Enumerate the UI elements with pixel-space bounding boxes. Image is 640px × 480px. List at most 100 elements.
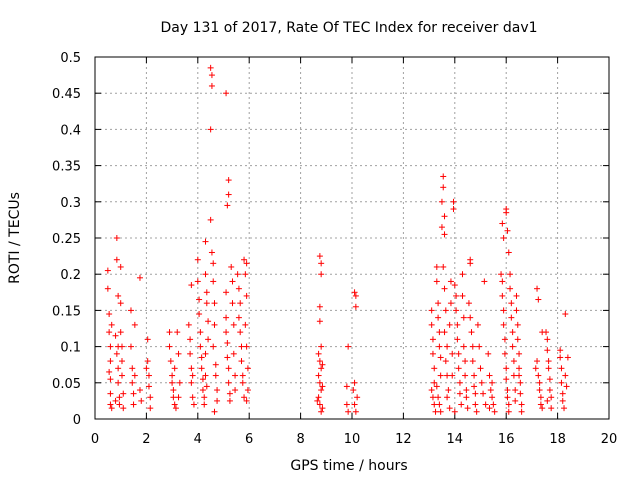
data-point	[243, 260, 250, 267]
data-point	[197, 329, 204, 336]
data-point	[490, 401, 497, 408]
y-tick-label: 0.3	[60, 196, 81, 211]
data-point	[351, 379, 358, 386]
data-point	[352, 303, 359, 310]
data-point	[446, 405, 453, 412]
data-point	[210, 278, 217, 285]
data-point	[343, 401, 350, 408]
data-point	[518, 401, 525, 408]
data-point	[437, 372, 444, 379]
data-point	[514, 321, 521, 328]
y-tick-label: 0.1	[60, 341, 81, 356]
data-point	[147, 394, 154, 401]
data-point	[536, 379, 543, 386]
data-point	[185, 321, 192, 328]
data-point	[224, 354, 231, 361]
data-point	[196, 311, 203, 318]
data-point	[223, 90, 230, 97]
data-point	[436, 329, 443, 336]
data-point	[144, 358, 151, 365]
data-point	[188, 365, 195, 372]
data-point	[129, 365, 136, 372]
data-point	[211, 408, 218, 415]
data-point	[315, 372, 322, 379]
data-point	[429, 336, 436, 343]
data-point	[435, 314, 442, 321]
data-point	[432, 408, 439, 415]
data-point	[431, 365, 438, 372]
data-point	[202, 238, 209, 245]
data-point	[513, 307, 520, 314]
data-point	[188, 282, 195, 289]
data-point	[212, 361, 219, 368]
data-point	[345, 343, 352, 350]
data-point	[428, 307, 435, 314]
data-point	[169, 379, 176, 386]
data-point	[194, 278, 201, 285]
data-point	[441, 213, 448, 220]
data-point	[440, 184, 447, 191]
data-point	[138, 397, 145, 404]
x-tick-label: 8	[296, 432, 304, 447]
data-point	[210, 343, 217, 350]
data-point	[212, 372, 219, 379]
data-point	[510, 372, 517, 379]
data-point	[469, 358, 476, 365]
chart-title: Day 131 of 2017, Rate Of TEC Index for r…	[160, 20, 537, 36]
data-point	[210, 260, 217, 267]
data-point	[239, 372, 246, 379]
data-point	[442, 307, 449, 314]
data-point	[226, 390, 233, 397]
data-point	[500, 321, 507, 328]
data-point	[226, 397, 233, 404]
data-point	[115, 292, 122, 299]
data-point	[428, 321, 435, 328]
data-point	[504, 394, 511, 401]
data-point	[463, 394, 470, 401]
data-points	[104, 64, 571, 415]
data-point	[562, 372, 569, 379]
data-point	[489, 379, 496, 386]
data-point	[478, 379, 485, 386]
data-point	[473, 408, 480, 415]
y-tick-label: 0.15	[52, 304, 81, 319]
x-tick-label: 4	[194, 432, 202, 447]
data-point	[505, 401, 512, 408]
y-tick-label: 0.35	[52, 160, 81, 175]
data-point	[537, 394, 544, 401]
data-point	[237, 300, 244, 307]
data-point	[318, 365, 325, 372]
data-point	[316, 318, 323, 325]
data-point	[202, 350, 209, 357]
x-tick-label: 14	[447, 432, 464, 447]
data-point	[118, 372, 125, 379]
data-point	[127, 343, 134, 350]
data-point	[229, 300, 236, 307]
data-point	[444, 343, 451, 350]
data-point	[189, 372, 196, 379]
data-point	[201, 401, 208, 408]
data-point	[462, 358, 469, 365]
data-point	[175, 394, 182, 401]
data-point	[202, 271, 209, 278]
data-point	[167, 358, 174, 365]
data-point	[187, 336, 194, 343]
data-point	[136, 274, 143, 281]
data-point	[449, 372, 456, 379]
data-point	[113, 235, 120, 241]
data-point	[214, 397, 221, 404]
x-tick-label: 20	[601, 432, 618, 447]
data-point	[536, 387, 543, 394]
data-point	[316, 303, 323, 310]
data-point	[548, 405, 555, 412]
data-point	[108, 321, 115, 328]
data-point	[444, 394, 451, 401]
data-point	[481, 278, 488, 285]
data-point	[499, 292, 506, 299]
data-point	[120, 405, 127, 412]
data-point	[145, 383, 152, 390]
data-point	[463, 387, 470, 394]
data-point	[117, 300, 124, 307]
data-point	[450, 198, 457, 205]
data-point	[120, 390, 127, 397]
